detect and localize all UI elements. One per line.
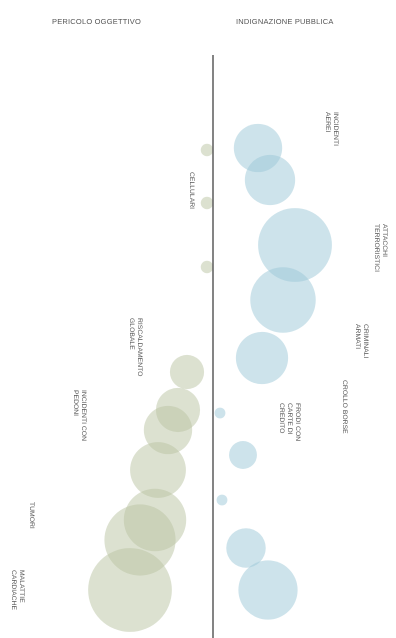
label-tumori: TUMORI [28, 502, 35, 529]
label-incidenti-aerei: INCIDENTIAEREI [324, 112, 339, 146]
bubble-right-crollo-borse [235, 331, 289, 385]
bubble-right-frodi-con-carte-di-credito [229, 441, 257, 469]
bubble-left-riscaldamento-globale [169, 354, 205, 390]
bubble-right-criminali-armati [250, 267, 316, 333]
label-crollo-borse: CROLLO BORSE [341, 380, 348, 434]
bubble-left-cellulari [200, 143, 214, 157]
label-malattie-cardiache: MALATTIECARDIACHE [10, 570, 25, 610]
bubble-right-point-2 [244, 154, 296, 206]
label-incidenti-con-pedoni: INCIDENTI CONPEDONI [72, 390, 87, 441]
bubble-left-point-2 [200, 196, 214, 210]
bubble-left-point-7 [130, 442, 186, 498]
bubble-right-attacchi-terroristici [258, 208, 332, 282]
label-criminali-armati: CRIMINALIARMATI [354, 324, 369, 358]
bubble-left-point-3 [200, 260, 214, 274]
label-attacchi-terroristici: ATTACCHITERRORISTICI [373, 224, 388, 272]
bubble-right-point-9 [226, 528, 266, 568]
label-riscaldamento-globale: RISCALDAMENTOGLOBALE [128, 318, 143, 376]
bubble-right-point-8 [216, 494, 228, 506]
label-cellulari: CELLULARI [188, 172, 195, 209]
labels-group: CELLULARI RISCALDAMENTOGLOBALE INCIDENTI C… [10, 112, 388, 610]
bubbles-right-group [214, 123, 332, 620]
header-pericolo-oggettivo: PERICOLO OGGETTIVO [52, 17, 142, 26]
bubble-right-point-7 [214, 407, 226, 419]
bubble-right-point-10 [238, 560, 298, 620]
header-indignazione-pubblica: INDIGNAZIONE PUBBLICA [236, 17, 334, 26]
label-frodi-con-carte-di-credito: FRODI CONCARTE DICREDITO [278, 403, 301, 441]
bubbles-left-group [88, 143, 214, 632]
bubble-left-incidenti-con-pedoni [143, 405, 193, 455]
bubble-left-malattie-cardiache [88, 548, 172, 632]
